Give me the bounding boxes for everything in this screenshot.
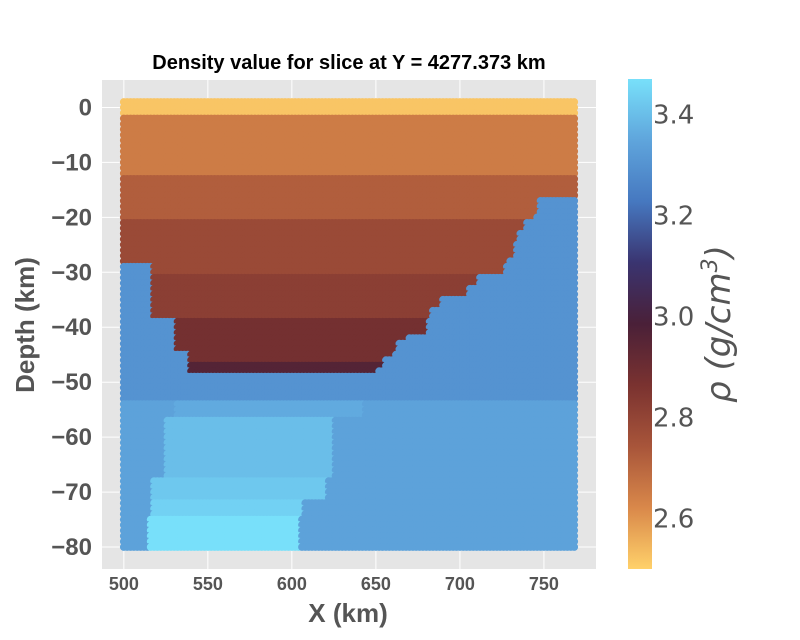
chart-title: Density value for slice at Y = 4277.373 …: [152, 52, 545, 74]
scatter-points: [119, 98, 579, 551]
